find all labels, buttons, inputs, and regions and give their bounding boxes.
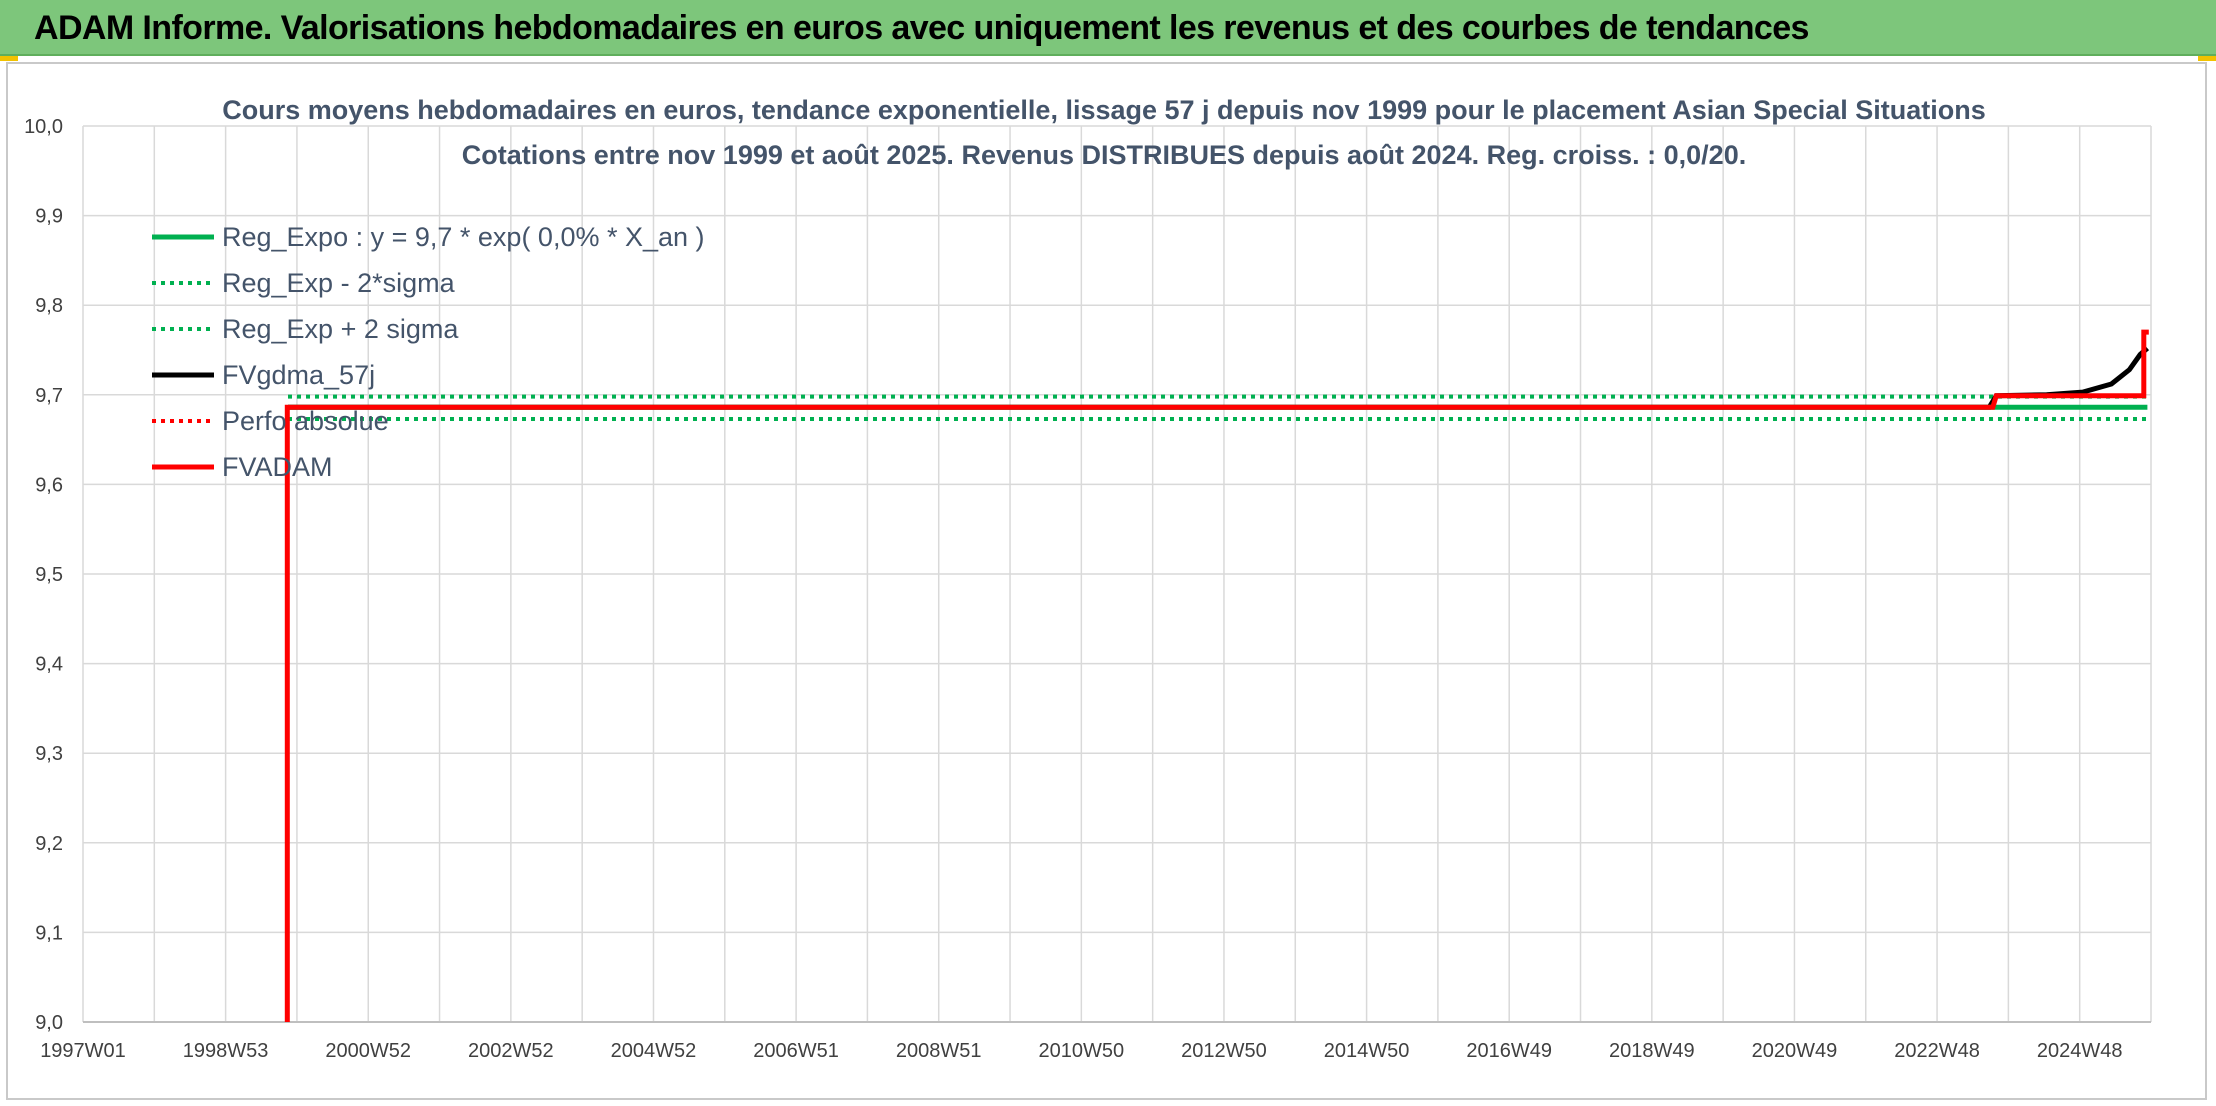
y-tick-label: 9,9: [35, 206, 63, 228]
y-tick-label: 9,2: [35, 833, 63, 855]
legend-label: Reg_Expo : y = 9,7 * exp( 0,0% * X_an ): [222, 222, 705, 252]
chart-frame: [6, 62, 2207, 1100]
y-tick-label: 9,3: [35, 743, 63, 765]
corner-mark-right: [2198, 56, 2216, 61]
report-title: ADAM Informe. Valorisations hebdomadaire…: [34, 9, 1809, 47]
x-tick-label: 2014W50: [1324, 1040, 1410, 1062]
legend-label: Reg_Exp + 2 sigma: [222, 314, 459, 344]
y-tick-label: 9,8: [35, 295, 63, 317]
legend-label: FVgdma_57j: [222, 360, 375, 390]
y-tick-label: 9,5: [35, 564, 63, 586]
corner-mark-left: [0, 56, 18, 61]
x-tick-label: 2002W52: [468, 1040, 554, 1062]
y-tick-label: 9,7: [35, 385, 63, 407]
y-tick-label: 9,4: [35, 654, 63, 676]
chart-subtitle: Cotations entre nov 1999 et août 2025. R…: [462, 140, 1746, 170]
x-tick-label: 2018W49: [1609, 1040, 1695, 1062]
report-banner: ADAM Informe. Valorisations hebdomadaire…: [0, 0, 2216, 56]
x-tick-label: 2006W51: [753, 1040, 839, 1062]
x-tick-label: 2024W48: [2037, 1040, 2123, 1062]
x-tick-label: 2008W51: [896, 1040, 982, 1062]
x-tick-label: 2010W50: [1039, 1040, 1125, 1062]
x-tick-label: 2004W52: [611, 1040, 697, 1062]
x-tick-label: 2016W49: [1466, 1040, 1552, 1062]
series-line: [284, 329, 2149, 1022]
y-axis-ticks: 9,0 9,1 9,2 9,3 9,4 9,5 9,6 9,7 9,8 9,9 10,0: [24, 116, 63, 1034]
x-tick-label: 2012W50: [1181, 1040, 1267, 1062]
x-axis-ticks: 1997W01 1998W53 2000W52 2002W52 2004W52 2006W…: [40, 1040, 2122, 1062]
chart-series: [284, 329, 2150, 1022]
chart-title: Cours moyens hebdomadaires en euros, ten…: [222, 95, 1986, 125]
x-tick-label: 2000W52: [325, 1040, 411, 1062]
legend-label: Perfo absolue: [222, 406, 389, 436]
legend-label: Reg_Exp - 2*sigma: [222, 268, 456, 298]
y-tick-label: 9,0: [35, 1012, 63, 1034]
x-tick-label: 2022W48: [1894, 1040, 1980, 1062]
x-tick-label: 2020W49: [1752, 1040, 1838, 1062]
y-tick-label: 9,6: [35, 474, 63, 496]
y-tick-label: 9,1: [35, 922, 63, 944]
chart-legend: Reg_Expo : y = 9,7 * exp( 0,0% * X_an ) R…: [152, 222, 705, 482]
legend-label: FVADAM: [222, 452, 333, 482]
x-tick-label: 1998W53: [183, 1040, 269, 1062]
y-tick-label: 10,0: [24, 116, 63, 138]
x-tick-label: 1997W01: [40, 1040, 126, 1062]
grid-lines: [82, 125, 2152, 1023]
